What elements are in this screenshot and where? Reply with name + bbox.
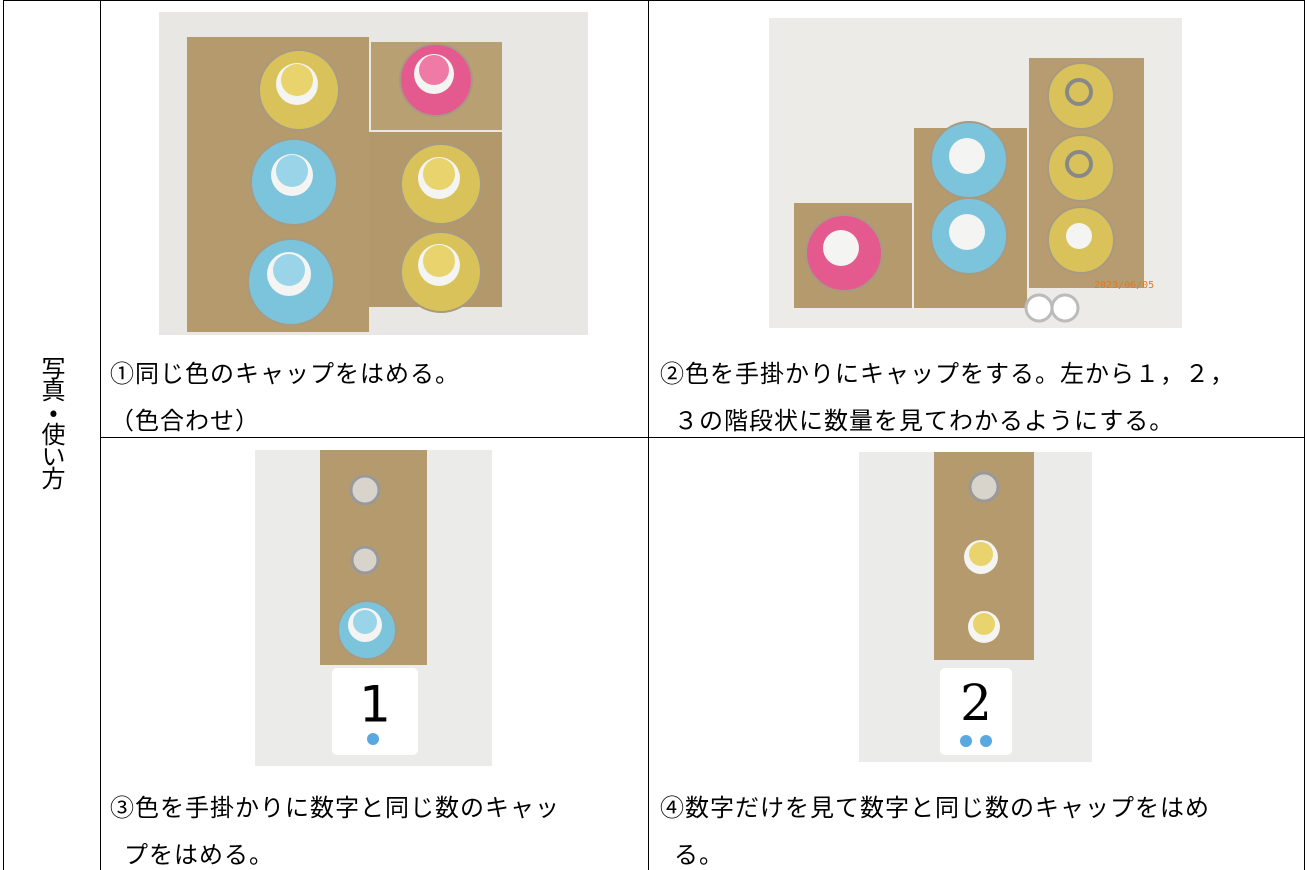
photo [159, 12, 588, 335]
photo-date: 2023/06/05 [1094, 280, 1154, 291]
card-number: 1 [359, 676, 391, 734]
border [3, 0, 1305, 1]
caption: ３の階段状に数量を見てわかるようにする。 [674, 409, 1175, 435]
caption: ①同じ色のキャップをはめる。 [110, 362, 460, 388]
caption: （色合わせ） [110, 409, 260, 435]
border [1304, 0, 1305, 870]
photo: 2023/06/05 [769, 18, 1182, 328]
caption: る。 [674, 843, 724, 869]
caption: プをはめる。 [124, 843, 274, 869]
side-label: 写真・使い方 [37, 356, 63, 488]
caption: ④数字だけを見て数字と同じ数のキャップをはめ [660, 796, 1210, 822]
caption: ③色を手掛かりに数字と同じ数のキャッ [110, 796, 560, 822]
border [3, 0, 4, 870]
card-number: 2 [960, 674, 992, 732]
photo: 2 [859, 452, 1092, 762]
caption: ②色を手掛かりにキャップをする。左から１，２， [660, 362, 1235, 388]
photo: 1 [255, 450, 492, 766]
border [100, 0, 101, 870]
border [648, 0, 649, 870]
border [100, 437, 1305, 438]
